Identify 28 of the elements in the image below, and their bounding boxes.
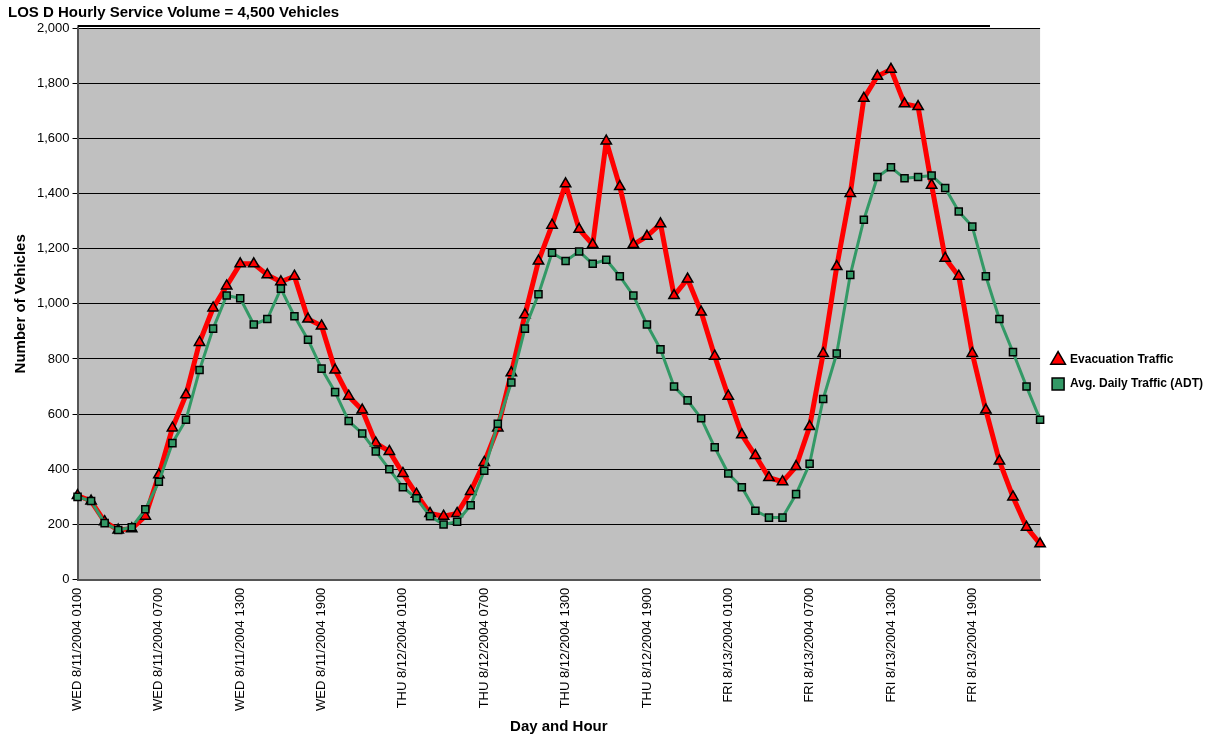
legend-label: Evacuation Traffic (1070, 352, 1174, 367)
y-tick-label: 0 (62, 571, 70, 587)
x-tick-label: FRI 8/13/2004 0100 (719, 587, 735, 703)
y-tick-label: 400 (47, 460, 70, 476)
x-tick-label: THU 8/12/2004 0100 (394, 587, 410, 709)
x-tick-label: THU 8/12/2004 1300 (557, 587, 573, 709)
x-tick-label: THU 8/12/2004 0700 (475, 587, 491, 709)
y-tick-label: 2,000 (36, 19, 70, 35)
x-tick-label: WED 8/11/2004 0700 (150, 587, 166, 711)
y-tick-label: 1,400 (36, 185, 70, 201)
x-tick-label: FRI 8/13/2004 1300 (882, 587, 898, 703)
x-tick-label: WED 8/11/2004 0100 (69, 587, 85, 711)
y-tick-label: 600 (47, 405, 70, 421)
y-axis-title: Number of Vehicles (11, 234, 29, 374)
y-tick-label: 1,800 (36, 74, 70, 90)
y-tick-label: 800 (47, 350, 70, 366)
x-tick-label: WED 8/11/2004 1900 (313, 587, 329, 711)
y-tick-label: 1,600 (36, 129, 70, 145)
chart-title: LOS D Hourly Service Volume = 4,500 Vehicles (8, 3, 340, 21)
x-axis-title: Day and Hour (510, 717, 608, 735)
y-tick-label: 1,000 (36, 295, 70, 311)
legend-label: Avg. Daily Traffic (ADT) (1070, 376, 1204, 391)
x-tick-label: FRI 8/13/2004 1900 (963, 587, 979, 703)
x-tick-label: FRI 8/13/2004 0700 (801, 587, 817, 703)
y-tick-label: 200 (47, 516, 70, 532)
x-tick-label: WED 8/11/2004 1300 (231, 587, 247, 711)
x-tick-label: THU 8/12/2004 1900 (638, 587, 654, 709)
y-tick-label: 1,200 (36, 240, 70, 256)
